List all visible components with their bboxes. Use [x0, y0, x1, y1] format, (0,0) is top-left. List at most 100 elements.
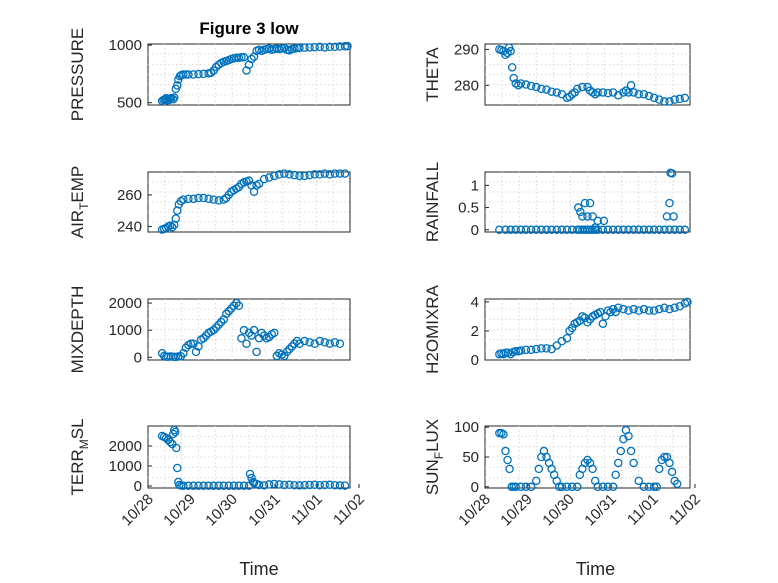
data-point: [229, 301, 239, 311]
data-point: [665, 97, 674, 106]
data-point: [310, 42, 319, 52]
data-point: [683, 297, 692, 307]
data-point: [649, 93, 659, 103]
data-point: [335, 169, 345, 178]
data-point: [578, 82, 587, 92]
data-point: [667, 467, 677, 477]
data-point: [285, 480, 294, 490]
data-point: [259, 174, 269, 184]
data-point: [242, 339, 251, 348]
x-tick-label: 10/31: [245, 491, 284, 530]
data-point: [275, 170, 284, 179]
data-point: [506, 46, 515, 56]
data-point: [629, 304, 638, 314]
data-point: [660, 452, 669, 462]
data-point: [280, 169, 289, 178]
data-point: [526, 482, 536, 492]
data-point: [209, 481, 218, 491]
subplot-sun-flux: 0 50 100 10/28 10/29 10/30 10/31 11/01 11/02 Time…: [423, 419, 704, 579]
data-point: [239, 481, 249, 491]
data-point: [300, 336, 309, 346]
data-point: [184, 194, 193, 204]
data-point: [608, 482, 618, 492]
data-point: [614, 303, 623, 312]
data-point: [310, 170, 319, 179]
data-point: [665, 225, 674, 235]
data-point: [629, 225, 638, 235]
data-point: [264, 173, 274, 182]
data-point: [624, 88, 633, 97]
data-point: [644, 306, 654, 315]
data-point: [576, 207, 585, 217]
data-point: [588, 464, 597, 474]
data-point: [639, 304, 649, 314]
data-point: [603, 88, 613, 98]
data-point: [237, 334, 246, 343]
data-point: [211, 323, 221, 332]
subplot-rainfall: 0 0.5 1 RAINFALL: [423, 162, 691, 242]
x-tick-label: 10/30: [202, 491, 241, 530]
data-point: [557, 482, 567, 492]
data-point: [639, 225, 649, 235]
data-point: [290, 339, 299, 348]
data-point: [222, 309, 231, 319]
data-point: [588, 225, 597, 235]
data-point: [552, 225, 562, 235]
data-point: [516, 482, 526, 492]
y-tick-label: 0: [134, 349, 142, 366]
data-point: [596, 307, 605, 317]
data-point: [209, 195, 218, 204]
data-point: [580, 313, 590, 323]
data-point: [672, 479, 682, 489]
y-axis-label: TERRMSL: [68, 418, 91, 495]
data-point: [264, 480, 274, 489]
data-point: [614, 225, 623, 235]
data-point: [521, 482, 531, 492]
data-point: [667, 169, 677, 178]
data-point: [562, 225, 572, 235]
data-point: [315, 170, 324, 179]
x-tick-label: 11/02: [330, 491, 368, 529]
figure-title: Figure 3 low: [199, 19, 299, 38]
data-point: [305, 170, 314, 180]
data-point: [211, 62, 221, 72]
data-point: [280, 480, 289, 490]
y-axis-label: MIXDEPTH: [68, 286, 87, 374]
data-point: [608, 225, 618, 235]
data-point: [237, 52, 246, 62]
data-point: [598, 88, 608, 97]
subplot-mixdepth: 0 1000 2000 MIXDEPTH: [68, 286, 351, 374]
data-point: [537, 225, 546, 235]
data-point: [655, 225, 664, 235]
data-point: [670, 95, 679, 104]
data-point: [252, 347, 261, 357]
data-point: [214, 196, 223, 205]
data-point: [305, 338, 314, 347]
data-point: [264, 332, 274, 342]
data-point: [634, 306, 644, 315]
x-tick-label: 11/01: [288, 491, 326, 529]
data-point: [639, 482, 649, 492]
data-point: [244, 176, 254, 185]
data-point: [259, 481, 269, 490]
data-point: [343, 41, 352, 51]
data-point: [171, 427, 180, 437]
data-point: [611, 470, 620, 480]
data-point: [335, 339, 345, 348]
data-point: [194, 69, 203, 79]
data-point: [181, 343, 191, 353]
x-tick-label: 10/30: [539, 491, 578, 530]
data-point: [282, 347, 292, 357]
data-point: [320, 169, 329, 178]
data-point: [229, 481, 239, 491]
data-point: [547, 87, 556, 96]
data-point: [537, 84, 546, 94]
data-point: [626, 81, 636, 90]
data-point: [247, 54, 256, 64]
y-axis-label: H2OMIXRA: [423, 284, 442, 373]
data-point: [164, 95, 174, 105]
data-point: [168, 429, 178, 439]
data-point: [495, 225, 504, 235]
data-point: [300, 171, 309, 181]
data-point: [644, 91, 654, 101]
